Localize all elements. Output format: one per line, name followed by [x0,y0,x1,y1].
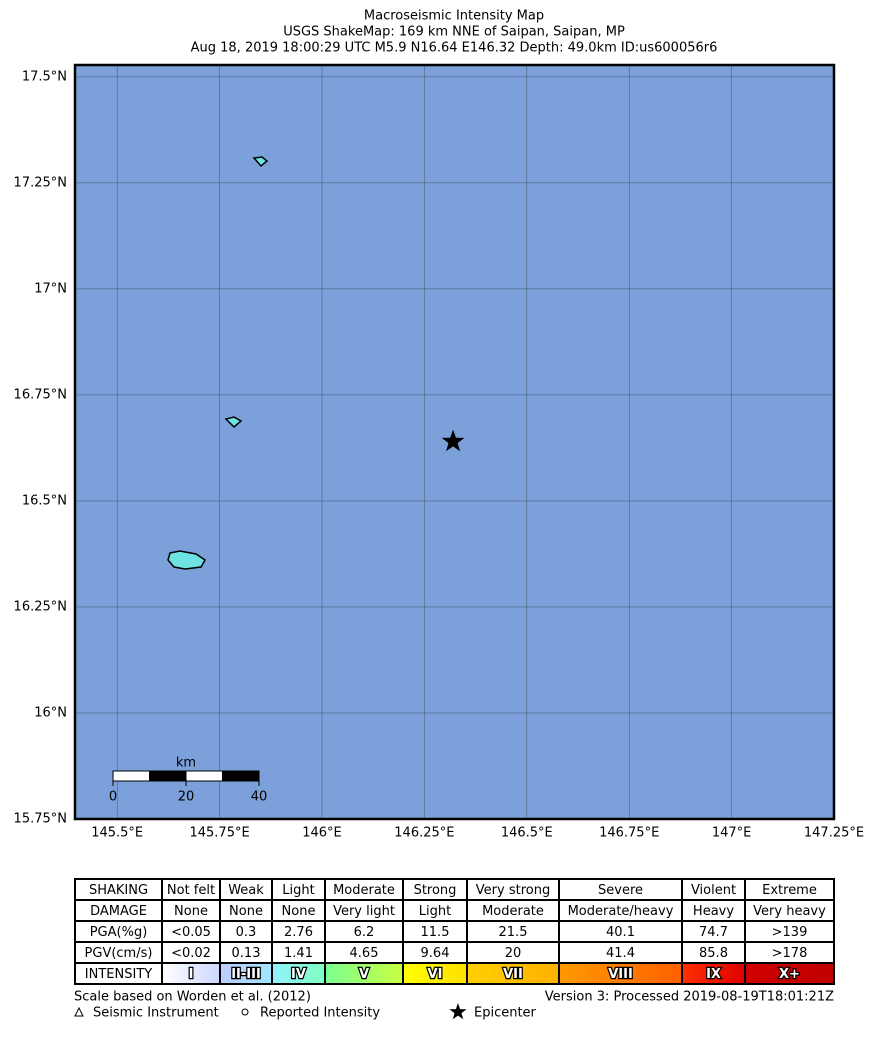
legend-label: Epicenter [474,1006,537,1021]
version: Version 3: Processed 2019-08-19T18:01:21… [545,990,834,1005]
table-text: 2.76 [284,925,313,940]
table-text: PGA(%g) [90,925,148,940]
islands [167,156,269,570]
legend-label: Seismic Instrument [93,1006,219,1021]
x-tick-label: 147.25°E [804,826,864,841]
subtitle: Aug 18, 2019 18:00:29 UTC M5.9 N16.64 E1… [191,41,718,56]
table-text: Very heavy [753,904,826,919]
x-tick-label: 147°E [712,826,752,841]
instrument-icon [74,1006,84,1017]
island [252,156,269,168]
table-text: I [189,967,194,982]
scale-segment [185,770,223,782]
table-text: Very light [333,904,395,919]
x-tick-label: 146.5°E [501,826,553,841]
table-text: VI [428,967,443,982]
scale-label: 0 [109,790,117,805]
table-text: 1.41 [284,946,313,961]
y-tick-label: 15.75°N [14,812,67,827]
table-text: <0.05 [171,925,211,940]
table-text: II-III [231,967,261,982]
table-text: 41.4 [606,946,635,961]
table-text: DAMAGE [90,904,147,919]
table-text: 9.64 [421,946,450,961]
table-text: 85.8 [699,946,728,961]
table-text: Moderate/heavy [568,904,674,919]
legend-label: Reported Intensity [260,1006,380,1021]
table-text: 21.5 [499,925,528,940]
table-text: Severe [598,883,643,898]
table-text: Not felt [167,883,215,898]
table-text: 4.65 [350,946,379,961]
table-text: 6.2 [354,925,375,940]
table-text: Very strong [476,883,550,898]
y-tick-label: 17.25°N [14,175,67,190]
table-text: None [282,904,316,919]
table-text: IV [291,967,306,982]
table-text: 74.7 [699,925,728,940]
y-tick-label: 17°N [34,281,67,296]
table-text: Moderate [482,904,544,919]
x-tick-label: 146°E [302,826,342,841]
reported-icon [241,1008,249,1016]
x-tick-label: 145.5°E [91,826,143,841]
table-text: 40.1 [606,925,635,940]
scale-segment [222,770,260,782]
scale-segment [112,770,150,782]
table-text: Violent [691,883,736,898]
table-text: Weak [228,883,264,898]
table-text: >178 [772,946,808,961]
table-text: IX [706,967,721,982]
y-tick-label: 16.25°N [14,599,67,614]
x-tick-label: 146.25°E [394,826,454,841]
table-text: 20 [505,946,522,961]
table-text: Strong [414,883,457,898]
table-text: INTENSITY [85,967,152,982]
y-tick-label: 16.5°N [22,493,67,508]
table-text: VII [503,967,523,982]
title: Macroseismic Intensity Map [364,9,544,24]
table-text: >139 [772,925,808,940]
table-text: <0.02 [171,946,211,961]
table-text: Heavy [693,904,734,919]
table-text: SHAKING [89,883,148,898]
table-text: 0.3 [236,925,257,940]
table-text: VIII [608,967,633,982]
subtitle: USGS ShakeMap: 169 km NNE of Saipan, Sai… [283,25,625,40]
table-text: Extreme [762,883,817,898]
scale-note: Scale based on Worden et al. (2012) [74,990,311,1005]
table-text: 11.5 [421,925,450,940]
table-cell [744,962,835,985]
table-text: Light [419,904,451,919]
epicenter [441,429,465,452]
table-text: 0.13 [232,946,261,961]
table-text: None [174,904,208,919]
scale-label: 20 [178,790,195,805]
island [167,550,206,570]
scale-label: 40 [251,790,268,805]
map-frame [73,63,836,821]
epicenter-icon [449,1003,467,1020]
table-text: X+ [779,967,800,982]
island [224,416,243,429]
y-tick-label: 16°N [34,705,67,720]
scale-unit: km [176,756,196,771]
x-tick-label: 145.75°E [189,826,249,841]
y-tick-label: 16.75°N [14,387,67,402]
table-text: PGV(cm/s) [85,946,153,961]
table-text: None [229,904,263,919]
table-text: Moderate [333,883,395,898]
scale-segment [149,770,187,782]
x-tick-label: 146.75°E [599,826,659,841]
table-text: Light [282,883,314,898]
y-tick-label: 17.5°N [22,69,67,84]
table-text: V [359,967,369,982]
